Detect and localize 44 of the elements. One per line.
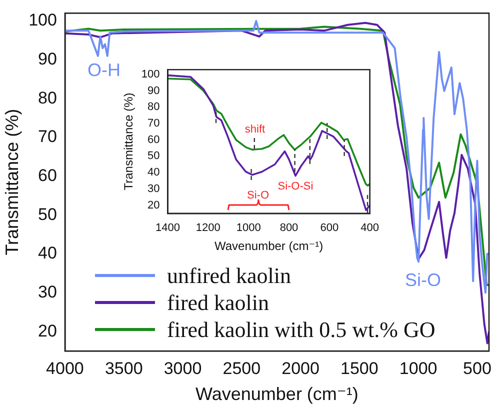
x-tick-label: 600	[320, 222, 339, 234]
annotation: Si-O	[247, 190, 269, 202]
y-tick-label: 80	[148, 101, 160, 114]
y-tick-label: 30	[148, 182, 160, 195]
x-tick-label: 400	[360, 222, 380, 234]
y-tick-label: 40	[38, 244, 57, 263]
x-tick-label: 1500	[340, 358, 378, 378]
x-tick-label: 2000	[282, 358, 320, 378]
y-tick-label: 20	[38, 321, 57, 340]
annotation: shift	[244, 124, 266, 136]
y-axis-title: Transmittance (%)	[2, 108, 22, 256]
legend-label: fired kaolin	[167, 289, 270, 316]
x-tick-label: 1400	[156, 222, 180, 234]
y-tick-label: 70	[148, 118, 160, 130]
y-tick-label: 80	[38, 88, 57, 108]
y-tick-label: 50	[148, 150, 160, 162]
y-tick-label: 90	[148, 84, 160, 97]
x-tick-label: 1200	[196, 222, 220, 234]
x-axis-title: Wavenumber (cm⁻¹)	[196, 384, 358, 404]
x-axis-title: Wavenumber (cm⁻¹)	[214, 239, 324, 254]
x-tick-label: 1000	[236, 222, 261, 234]
annotation: Si-O	[405, 270, 441, 290]
x-tick-label: 3000	[164, 358, 202, 378]
legend-label: fired kaolin with 0.5 wt.% GO	[167, 316, 436, 343]
y-tick-label: 30	[38, 282, 57, 302]
annotation: O-H	[88, 60, 120, 80]
y-tick-label: 70	[38, 127, 57, 146]
y-tick-label: 100	[28, 10, 57, 30]
x-tick-label: 800	[280, 222, 298, 234]
y-tick-label: 20	[148, 199, 160, 212]
annotation: Si-O-Si	[278, 180, 314, 192]
x-tick-label: 4000	[46, 358, 84, 378]
x-tick-label: 1000	[399, 358, 438, 378]
x-tick-label: 2500	[222, 358, 261, 378]
x-tick-label: 3500	[104, 358, 143, 378]
y-tick-label: 40	[148, 166, 160, 179]
x-tick-label: 500	[463, 358, 492, 378]
y-tick-label: 60	[38, 166, 57, 185]
legend-label: unfired kaolin	[167, 262, 292, 289]
y-tick-label: 50	[38, 204, 57, 224]
y-tick-label: 60	[148, 134, 160, 146]
y-tick-label: 100	[141, 68, 160, 81]
y-axis-title: Transmittance (%)	[122, 92, 136, 190]
y-tick-label: 90	[38, 49, 57, 68]
